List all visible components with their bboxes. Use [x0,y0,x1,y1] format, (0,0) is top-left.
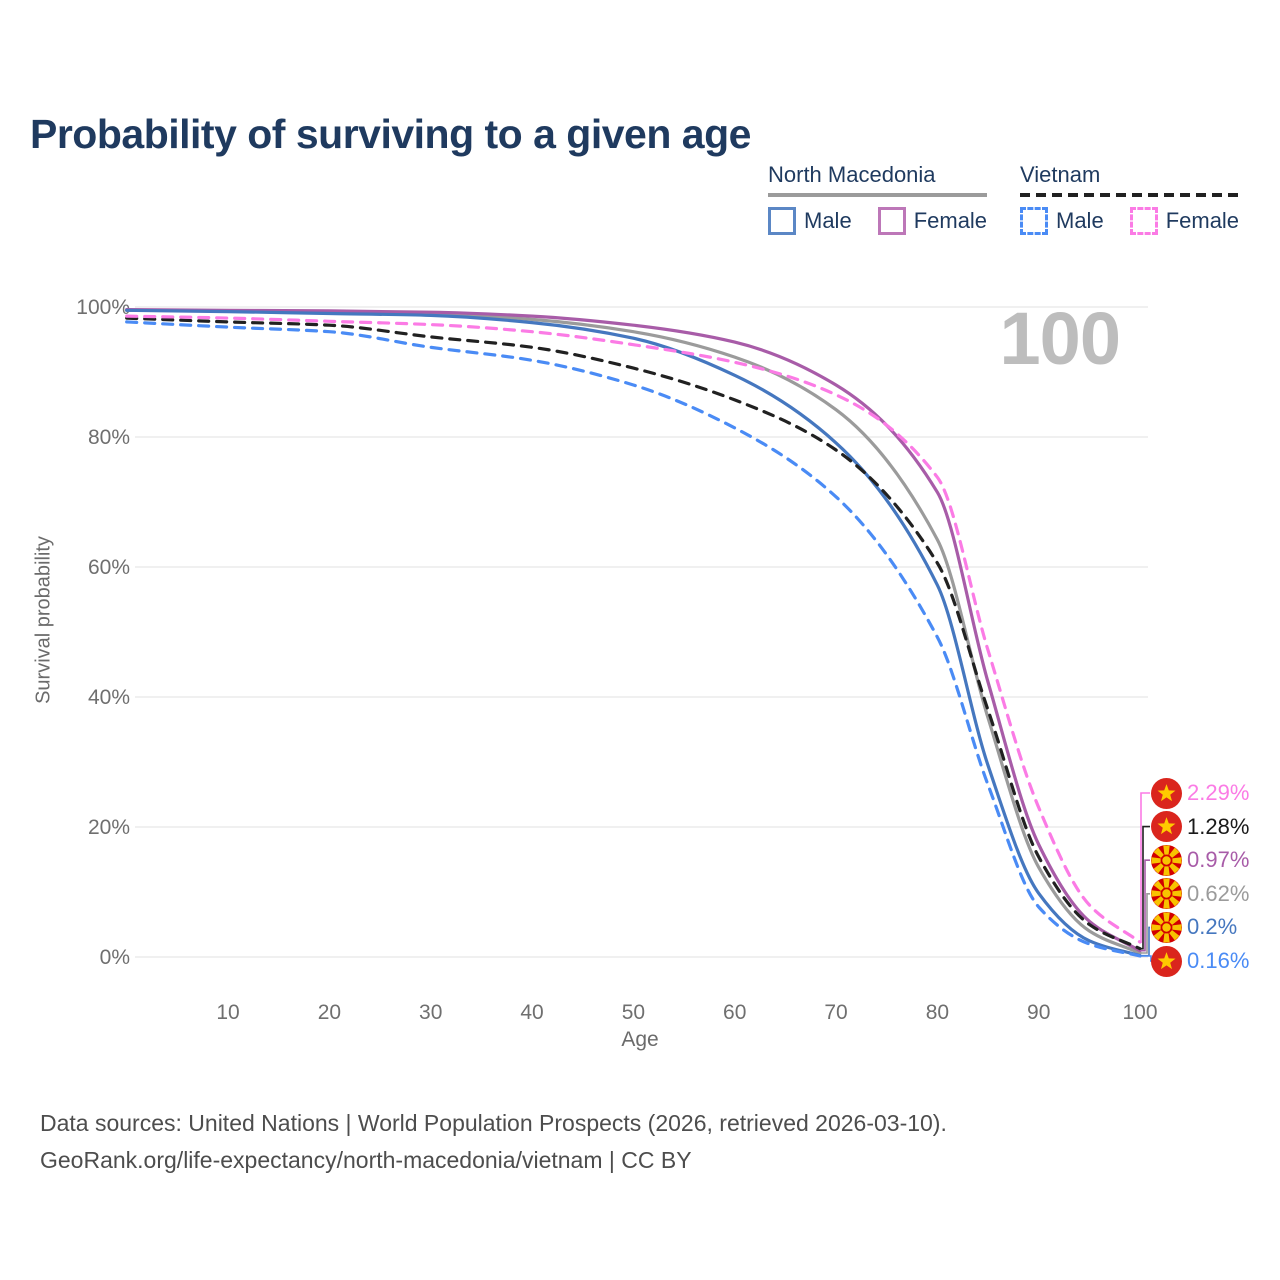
x-tick-label: 40 [520,1001,543,1024]
end-label-connector [1140,859,1150,952]
footer: Data sources: United Nations | World Pop… [40,1105,947,1179]
x-tick-label: 10 [216,1001,239,1024]
vietnam-flag-icon [1151,777,1182,809]
legend-group-vietnam: Vietnam Male Female [1020,162,1240,235]
end-label-row: 0.62% [1151,878,1250,910]
y-tick-label: 20% [88,816,130,839]
north-macedonia-flag-icon [1151,844,1182,876]
series-line-vietnam-male [125,320,1142,958]
end-label-value: 0.16% [1187,948,1250,973]
x-axis-title: Age [621,1028,659,1051]
series-line-north-macedonia-both-sexes [125,308,1142,955]
x-tick-label: 100 [1122,1001,1157,1024]
end-label-connector [1140,893,1150,954]
legend-item-vn-male[interactable]: Male [1020,207,1104,235]
y-tick-label: 80% [88,426,130,449]
legend-country-label: North Macedonia [768,162,936,187]
x-tick-label: 60 [723,1001,746,1024]
y-tick-label: 60% [88,556,130,579]
series-line-north-macedonia-female [125,308,1142,953]
end-label-connector [1140,955,1152,962]
legend-item-label: Female [1165,208,1240,233]
end-label-connector [1140,825,1150,950]
north-macedonia-flag-icon [1151,911,1182,943]
legend-swatch-icon [768,207,796,235]
vietnam-flag-icon [1151,811,1182,843]
end-label-value: 1.28% [1187,813,1250,839]
end-label-row: 1.28% [1151,811,1250,843]
y-tick-label: 40% [88,686,130,709]
end-label-value: 2.29% [1187,780,1250,805]
vietnam-flag-icon [1151,945,1182,977]
end-label-row: 2.29% [1151,777,1250,809]
legend-group-north-macedonia: North Macedonia Male Female [768,162,988,235]
legend-line-sample-solid [768,193,988,197]
end-label-value: 0.2% [1187,914,1238,940]
x-tick-label: 90 [1027,1001,1050,1024]
end-label-row: 0.2% [1151,911,1238,943]
legend-item-vn-female[interactable]: Female [1129,207,1240,235]
age-watermark: 100 [999,297,1121,380]
north-macedonia-flag-icon [1151,878,1182,910]
series-line-vietnam-female [125,314,1142,944]
y-tick-label: 100% [76,296,130,319]
legend-line-sample-dashed [1020,193,1240,197]
y-tick-label: 0% [100,946,130,969]
x-tick-label: 70 [824,1001,847,1024]
x-tick-label: 50 [622,1001,645,1024]
series-line-north-macedonia-male [125,308,1142,958]
x-tick-label: 30 [419,1001,442,1024]
legend-item-label: Female [913,208,988,233]
end-label-connector [1140,792,1150,943]
page-title: Probability of surviving to a given age [30,111,751,158]
legend-swatch-icon [1020,207,1048,235]
end-label-row: 0.97% [1151,844,1250,876]
legend-item-label: Male [804,208,852,233]
legend-item-nm-female[interactable]: Female [877,207,988,235]
series-line-vietnam-both-sexes [125,316,1142,951]
x-tick-label: 20 [318,1001,341,1024]
legend-swatch-icon [877,207,906,235]
y-axis-title: Survival probability [32,536,55,704]
legend-item-label: Male [1056,208,1104,233]
legend-item-nm-male[interactable]: Male [768,207,852,235]
legend-swatch-icon [1129,207,1158,235]
end-label-value: 0.62% [1187,880,1250,906]
footer-url-line: GeoRank.org/life-expectancy/north-macedo… [40,1147,692,1173]
end-label-value: 0.97% [1187,847,1250,873]
footer-source-line: Data sources: United Nations | World Pop… [40,1110,947,1136]
end-label-row: 0.16% [1151,945,1250,977]
x-tick-label: 80 [926,1001,949,1024]
legend-country-label: Vietnam [1020,162,1101,187]
